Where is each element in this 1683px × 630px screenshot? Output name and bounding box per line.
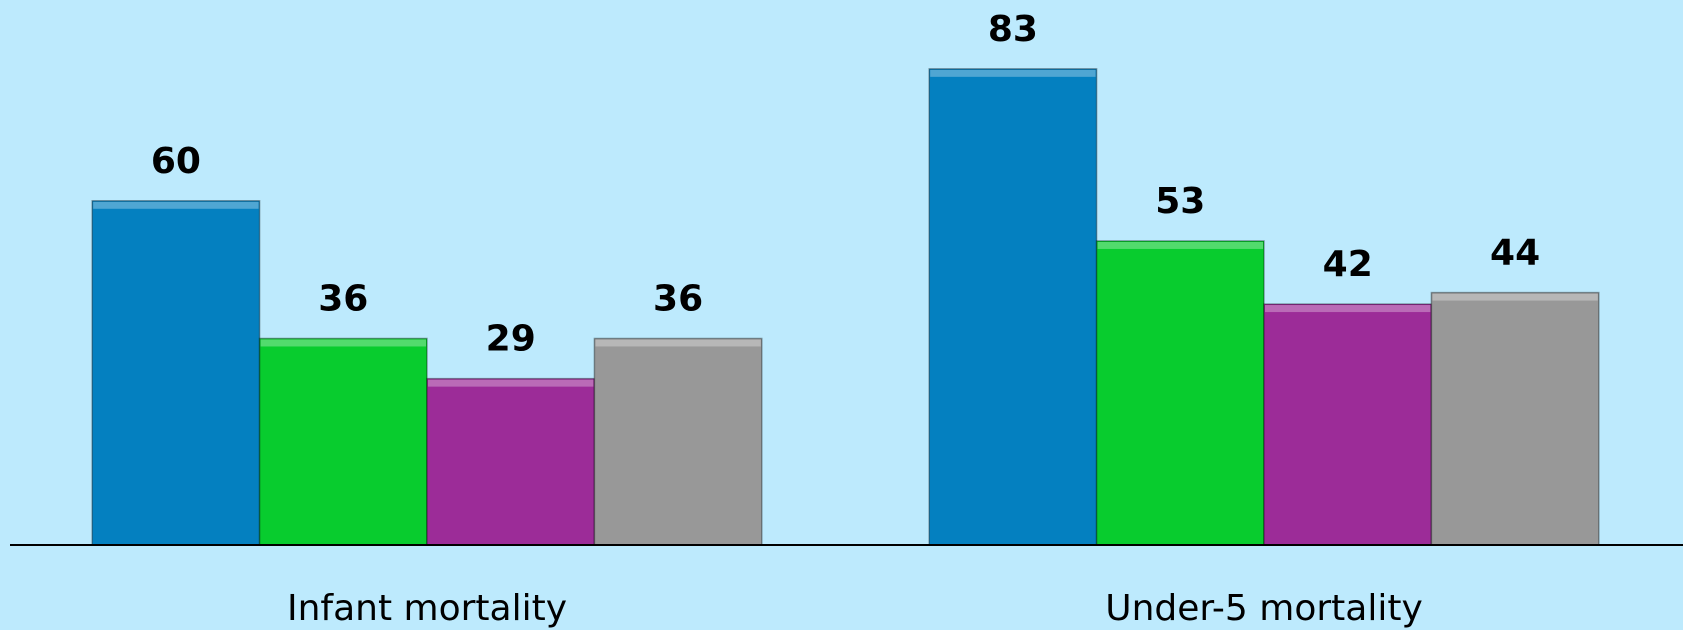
bar [593,337,763,546]
data-label: 42 [1323,244,1373,285]
data-label: 83 [988,9,1038,50]
bar-bevel [1097,241,1263,249]
bar-bevel [260,339,426,347]
data-label: 36 [653,278,703,319]
bar-bevel [595,339,761,347]
bar [1430,291,1600,546]
bar [426,377,596,546]
bar [928,68,1098,546]
bar [258,337,428,546]
bar [91,200,261,546]
x-tick-label: Under-5 mortality [1105,588,1423,629]
data-label: 60 [151,141,201,182]
bar-bevel [93,201,259,209]
x-tick-label: Infant mortality [287,588,567,629]
bar [1263,303,1433,546]
data-label: 53 [1155,181,1205,222]
bar-bevel [930,69,1096,77]
bar [1095,240,1265,546]
data-label: 36 [318,278,368,319]
bar-bevel [428,379,594,387]
bar-bevel [1432,293,1598,301]
data-label: 29 [486,319,536,360]
bar-bevel [1265,305,1431,313]
data-label: 44 [1490,233,1540,274]
